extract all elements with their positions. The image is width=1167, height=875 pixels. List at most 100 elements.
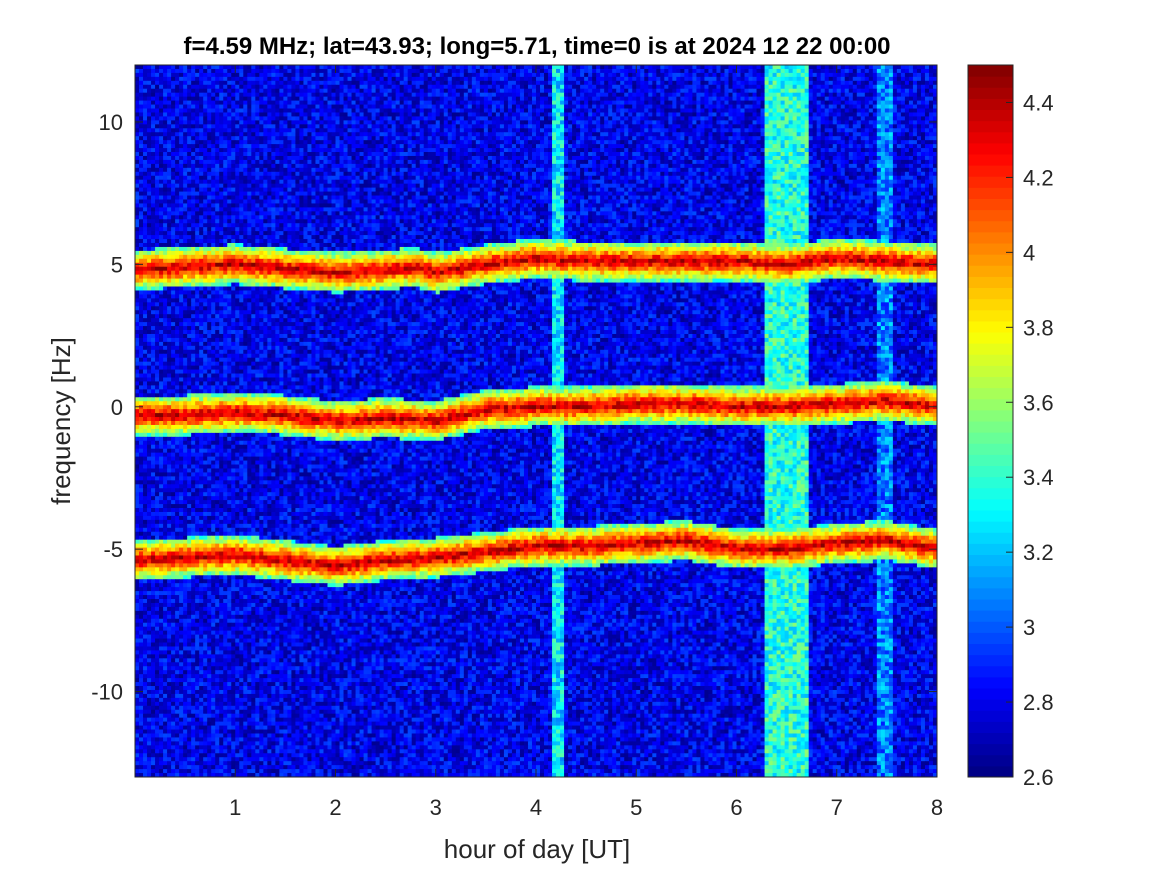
heat-cell (612, 77, 616, 81)
heat-cell (596, 89, 600, 93)
heat-cell (789, 85, 793, 89)
heat-cell (211, 116, 215, 120)
heat-cell (143, 128, 147, 132)
heat-cell (464, 77, 468, 81)
heat-cell (825, 136, 829, 140)
heat-cell (576, 116, 580, 120)
heat-cell (235, 140, 239, 144)
heat-cell (468, 101, 472, 105)
heat-cell (572, 124, 576, 128)
heat-cell (564, 105, 568, 109)
heat-cell (307, 112, 311, 116)
heat-cell (444, 120, 448, 124)
heat-cell (432, 73, 436, 77)
heat-cell (556, 112, 560, 116)
heat-cell (889, 120, 893, 124)
heat-cell (492, 124, 496, 128)
heat-cell (372, 128, 376, 132)
heat-cell (700, 112, 704, 116)
heat-cell (163, 124, 167, 128)
heat-cell (303, 105, 307, 109)
heat-cell (813, 124, 817, 128)
heat-cell (203, 136, 207, 140)
heat-cell (368, 120, 372, 124)
heat-cell (696, 85, 700, 89)
heat-cell (881, 93, 885, 97)
heat-cell (921, 120, 925, 124)
heat-cell (440, 65, 444, 69)
heat-cell (440, 132, 444, 136)
heat-cell (777, 132, 781, 136)
heat-cell (159, 124, 163, 128)
heat-cell (741, 73, 745, 77)
heat-cell (436, 140, 440, 144)
heat-cell (496, 81, 500, 85)
heat-cell (660, 136, 664, 140)
heat-cell (728, 85, 732, 89)
heat-cell (692, 85, 696, 89)
heat-cell (913, 89, 917, 93)
heat-cell (416, 109, 420, 113)
heat-cell (921, 140, 925, 144)
heat-cell (757, 101, 761, 105)
heat-cell (275, 93, 279, 97)
heat-cell (684, 140, 688, 144)
heat-cell (199, 65, 203, 69)
heat-cell (821, 85, 825, 89)
heat-cell (227, 101, 231, 105)
heat-cell (416, 112, 420, 116)
heat-cell (700, 97, 704, 101)
heat-cell (696, 77, 700, 81)
heat-cell (720, 120, 724, 124)
heat-cell (476, 77, 480, 81)
heat-cell (749, 112, 753, 116)
heat-cell (652, 132, 656, 136)
heat-cell (540, 120, 544, 124)
heat-cell (267, 120, 271, 124)
heat-cell (636, 120, 640, 124)
heat-cell (239, 105, 243, 109)
heat-cell (508, 89, 512, 93)
heat-cell (712, 109, 716, 113)
heat-cell (480, 109, 484, 113)
heat-cell (865, 116, 869, 120)
heat-cell (319, 89, 323, 93)
heat-cell (139, 73, 143, 77)
heat-cell (251, 120, 255, 124)
heat-cell (600, 85, 604, 89)
heat-cell (239, 140, 243, 144)
heat-cell (315, 148, 319, 152)
heat-cell (336, 128, 340, 132)
heat-cell (732, 112, 736, 116)
heat-cell (544, 116, 548, 120)
heat-cell (773, 93, 777, 97)
heat-cell (873, 132, 877, 136)
heat-cell (524, 109, 528, 113)
heat-cell (299, 81, 303, 85)
heat-cell (548, 101, 552, 105)
heat-cell (769, 140, 773, 144)
heat-cell (749, 101, 753, 105)
heat-cell (829, 81, 833, 85)
heat-cell (757, 73, 761, 77)
heat-cell (432, 140, 436, 144)
heat-cell (512, 93, 516, 97)
heat-cell (805, 112, 809, 116)
heat-cell (853, 81, 857, 85)
heat-cell (484, 81, 488, 85)
heat-cell (368, 132, 372, 136)
heat-cell (724, 77, 728, 81)
heat-cell (480, 93, 484, 97)
heat-cell (263, 148, 267, 152)
heat-cell (476, 144, 480, 148)
heat-cell (712, 65, 716, 69)
heat-cell (291, 124, 295, 128)
heat-cell (720, 101, 724, 105)
heat-cell (315, 109, 319, 113)
heat-cell (680, 144, 684, 148)
heat-cell (303, 85, 307, 89)
heat-cell (849, 73, 853, 77)
heat-cell (576, 89, 580, 93)
heat-cell (364, 97, 368, 101)
heat-cell (508, 112, 512, 116)
